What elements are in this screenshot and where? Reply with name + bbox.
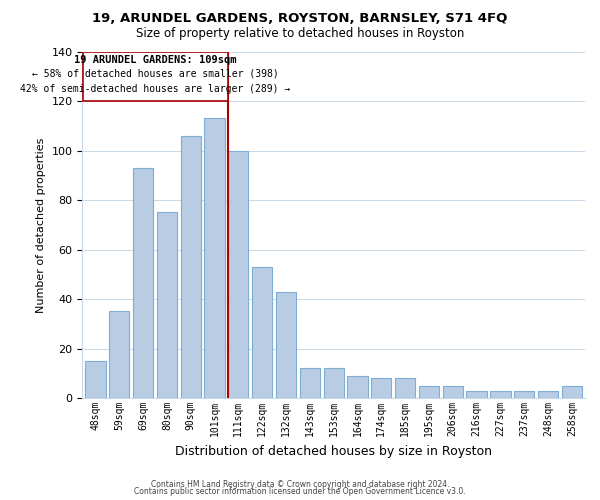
Y-axis label: Number of detached properties: Number of detached properties — [36, 137, 46, 312]
Bar — [157, 212, 177, 398]
Bar — [419, 386, 439, 398]
Bar — [85, 361, 106, 398]
Bar — [228, 150, 248, 398]
Bar — [395, 378, 415, 398]
Text: 19, ARUNDEL GARDENS, ROYSTON, BARNSLEY, S71 4FQ: 19, ARUNDEL GARDENS, ROYSTON, BARNSLEY, … — [92, 12, 508, 26]
Bar — [562, 386, 582, 398]
Bar — [83, 52, 228, 101]
Bar — [205, 118, 224, 398]
Text: 19 ARUNDEL GARDENS: 109sqm: 19 ARUNDEL GARDENS: 109sqm — [74, 55, 237, 65]
Bar — [466, 390, 487, 398]
Text: Size of property relative to detached houses in Royston: Size of property relative to detached ho… — [136, 28, 464, 40]
Bar — [371, 378, 391, 398]
Text: 42% of semi-detached houses are larger (289) →: 42% of semi-detached houses are larger (… — [20, 84, 291, 94]
Text: Contains public sector information licensed under the Open Government Licence v3: Contains public sector information licen… — [134, 487, 466, 496]
Bar — [443, 386, 463, 398]
X-axis label: Distribution of detached houses by size in Royston: Distribution of detached houses by size … — [175, 444, 492, 458]
Bar — [109, 312, 130, 398]
Bar — [133, 168, 153, 398]
Text: Contains HM Land Registry data © Crown copyright and database right 2024.: Contains HM Land Registry data © Crown c… — [151, 480, 449, 489]
Bar — [490, 390, 511, 398]
Bar — [252, 267, 272, 398]
Bar — [323, 368, 344, 398]
Bar — [276, 292, 296, 398]
Bar — [347, 376, 368, 398]
Bar — [514, 390, 535, 398]
Bar — [300, 368, 320, 398]
Bar — [181, 136, 201, 398]
Bar — [538, 390, 558, 398]
Text: ← 58% of detached houses are smaller (398): ← 58% of detached houses are smaller (39… — [32, 69, 279, 79]
